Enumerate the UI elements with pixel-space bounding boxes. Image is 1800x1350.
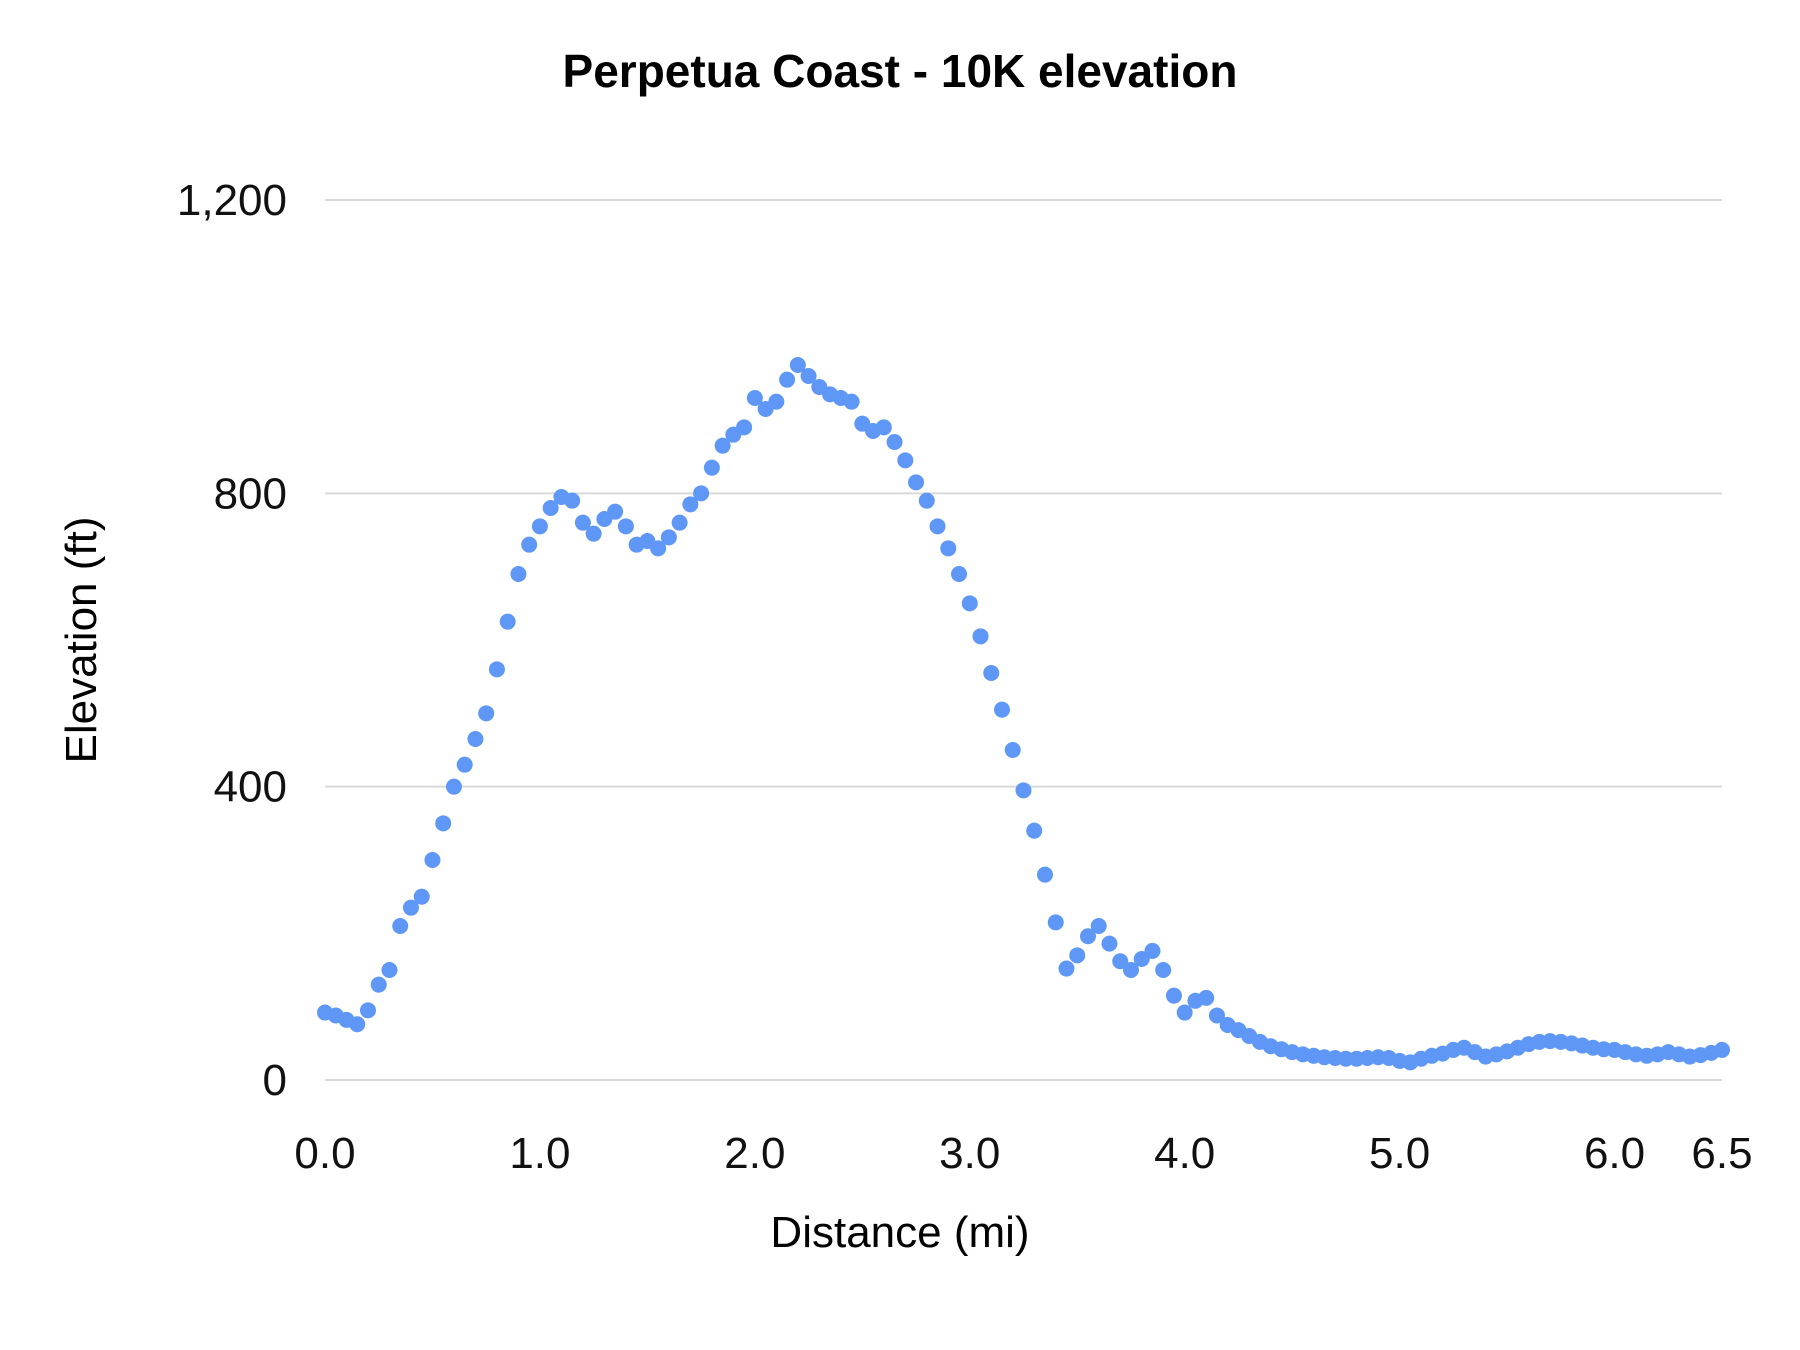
gridlines <box>325 199 1722 1081</box>
data-point <box>994 701 1011 718</box>
data-point <box>1058 960 1075 977</box>
y-axis-title: Elevation (ft) <box>57 516 106 764</box>
data-point <box>1155 962 1172 978</box>
data-point <box>435 815 452 832</box>
data-point <box>800 368 817 384</box>
data-point <box>510 566 527 582</box>
data-point <box>1112 953 1129 970</box>
data-point <box>843 393 860 410</box>
data-point <box>875 419 892 436</box>
data-point <box>682 496 699 513</box>
data-point <box>531 518 548 535</box>
data-point <box>983 665 1000 681</box>
data-point <box>714 437 731 454</box>
data-point <box>660 529 677 546</box>
data-point <box>607 503 624 520</box>
data-point <box>1004 742 1021 758</box>
data-point <box>381 962 398 978</box>
data-point <box>929 518 946 535</box>
y-tick-label: 400 <box>214 763 287 812</box>
data-point <box>693 485 710 502</box>
data-point <box>908 474 925 491</box>
x-tick-label: 0.0 <box>294 1129 355 1178</box>
data-point <box>349 1016 366 1033</box>
data-point <box>467 731 484 747</box>
data-point <box>961 595 978 612</box>
data-point <box>897 452 914 469</box>
x-tick-label: 2.0 <box>724 1129 785 1178</box>
data-point <box>1176 1004 1193 1021</box>
data-point <box>617 518 634 535</box>
data-point <box>574 514 591 531</box>
data-point <box>1036 866 1053 883</box>
data-point <box>671 514 688 531</box>
data-point <box>402 899 419 916</box>
data-point <box>392 918 409 934</box>
data-point <box>445 778 462 795</box>
chart-title: Perpetua Coast - 10K elevation <box>562 45 1238 97</box>
data-point <box>1026 822 1043 839</box>
data-point <box>585 525 602 542</box>
data-point <box>488 661 505 678</box>
data-point <box>1101 935 1118 952</box>
data-point <box>703 459 720 476</box>
data-point <box>424 852 441 868</box>
data-point <box>886 434 903 450</box>
data-point <box>478 705 495 722</box>
x-tick-label: 6.5 <box>1691 1129 1752 1178</box>
data-point <box>370 976 387 993</box>
data-point <box>1015 782 1032 799</box>
data-point <box>1090 918 1107 934</box>
data-point <box>951 566 968 582</box>
data-point <box>542 500 559 516</box>
data-point <box>1208 1007 1225 1024</box>
data-point <box>779 371 796 388</box>
x-axis-title: Distance (mi) <box>770 1208 1030 1257</box>
data-point <box>768 393 785 410</box>
data-point <box>1047 914 1064 931</box>
data-point <box>564 492 581 509</box>
data-point <box>972 628 989 645</box>
y-tick-label: 800 <box>214 469 287 518</box>
data-point <box>789 357 806 373</box>
data-point <box>650 540 667 557</box>
y-tick-label: 0 <box>263 1056 287 1105</box>
data-point <box>1079 928 1096 945</box>
data-point <box>940 540 957 557</box>
data-point <box>746 390 763 406</box>
x-tick-label: 4.0 <box>1154 1129 1215 1178</box>
x-tick-label: 6.0 <box>1584 1129 1645 1178</box>
data-point <box>499 613 516 630</box>
data-point <box>1144 942 1161 959</box>
data-point <box>359 1002 376 1019</box>
x-tick-label: 5.0 <box>1369 1129 1430 1178</box>
data-point <box>1165 987 1182 1004</box>
x-tick-label: 1.0 <box>509 1129 570 1178</box>
data-point <box>456 756 473 773</box>
y-tick-labels: 0 400 800 1,200 <box>177 176 287 1105</box>
x-tick-labels: 0.0 1.0 2.0 3.0 4.0 5.0 6.0 6.5 <box>294 1129 1752 1178</box>
x-tick-label: 3.0 <box>939 1129 1000 1178</box>
data-point <box>1714 1041 1730 1058</box>
data-point <box>521 536 538 553</box>
data-point <box>1069 947 1086 964</box>
data-point <box>918 492 935 509</box>
data-points <box>317 357 1730 1071</box>
data-point <box>736 419 753 436</box>
data-point <box>1122 962 1139 978</box>
data-point <box>1198 989 1215 1006</box>
data-point <box>413 888 430 905</box>
y-tick-label: 1,200 <box>177 176 287 225</box>
